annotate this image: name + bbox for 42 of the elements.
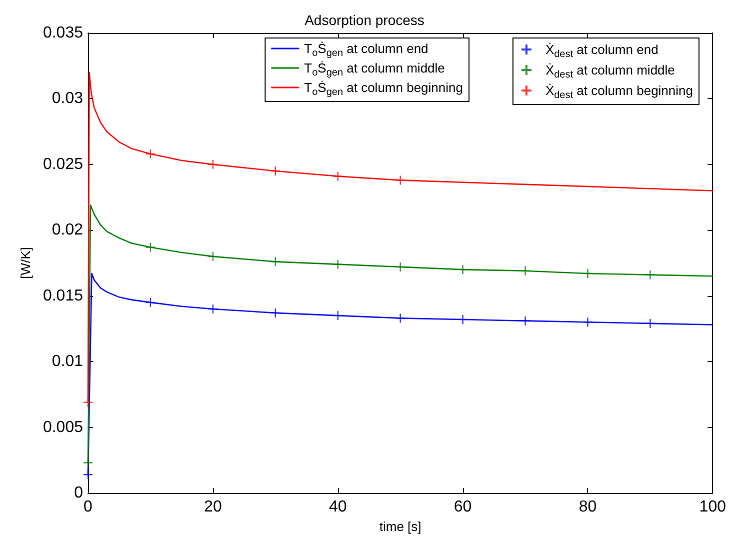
y-tick-label: 0.01 [52, 353, 84, 370]
point [332, 310, 343, 321]
point [645, 270, 656, 280]
x-tick-label: 40 [328, 498, 347, 516]
point [458, 314, 468, 325]
y-tick-label: 0.02 [52, 222, 84, 239]
point [208, 304, 218, 314]
point [582, 317, 593, 328]
point [145, 242, 156, 252]
point [208, 159, 218, 170]
point [82, 458, 94, 468]
y-tick-label: 0.015 [42, 287, 84, 304]
chart-title: Adsorption process [304, 12, 424, 28]
y-tick-label: 0.005 [42, 418, 84, 436]
point [82, 470, 94, 480]
point [145, 148, 156, 160]
x-tick-label: 20 [204, 498, 222, 516]
point [332, 259, 343, 270]
y-tick-label: 0.035 [42, 24, 84, 42]
point [395, 175, 406, 186]
point [270, 256, 280, 267]
point [395, 262, 406, 272]
x-tick-label: 60 [454, 498, 472, 516]
point [520, 316, 530, 326]
x-axis-title: time [s] [379, 518, 422, 534]
point [645, 318, 656, 329]
point [332, 171, 343, 182]
point [270, 308, 280, 318]
point [82, 397, 94, 408]
y-tick-label: 0.03 [52, 90, 84, 108]
x-tick-label: 80 [578, 498, 597, 516]
y-axis-title: [W/K] [18, 247, 34, 279]
x-tick-label: 100 [699, 498, 726, 516]
point [208, 251, 218, 262]
point [395, 313, 406, 324]
point [145, 297, 156, 308]
point [520, 266, 530, 276]
y-tick-label: 0.025 [42, 156, 84, 173]
point [458, 264, 468, 275]
y-tick-label: 0 [74, 484, 84, 502]
point [270, 166, 280, 176]
point [582, 268, 593, 279]
